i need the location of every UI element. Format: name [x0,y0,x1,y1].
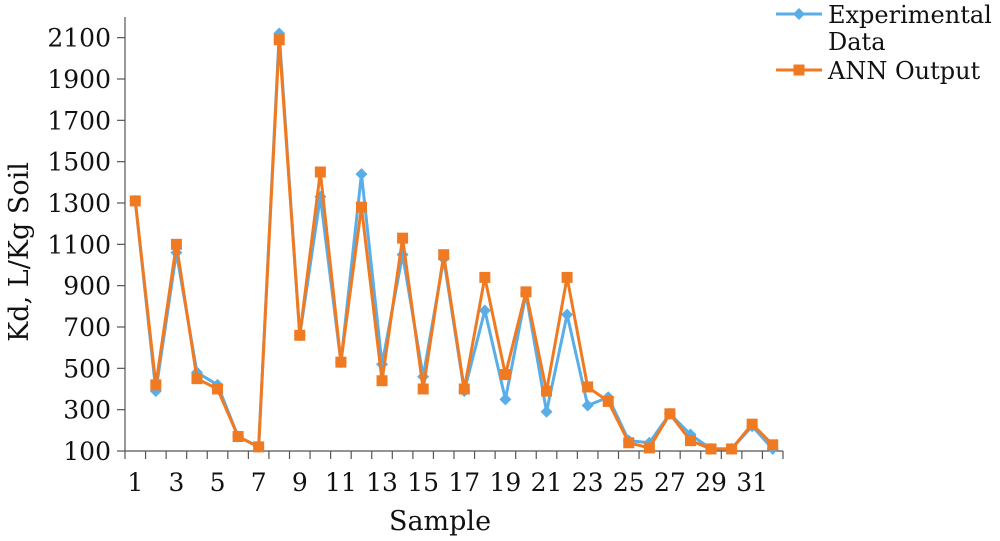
data-point-ann-output [499,369,511,381]
x-tick-label: 3 [168,468,184,497]
x-tick-label: 27 [654,468,686,497]
y-tick-label: 2100 [47,24,111,53]
data-point-ann-output [376,375,388,387]
x-tick-label: 9 [292,468,308,497]
data-point-ann-output [684,435,696,447]
x-tick-label: 19 [490,468,522,497]
data-point-ann-output [767,439,779,451]
data-point-ann-output [170,238,182,250]
data-point-experimental-data [355,168,368,181]
legend-marker-diamond [793,8,805,20]
data-point-ann-output [273,34,285,46]
series-line-ann-output [133,38,774,451]
data-point-ann-output [479,271,491,283]
data-point-ann-output [582,381,594,393]
data-point-ann-output [602,395,614,407]
y-ticks: 100 300 500 700 900 1100 1300 1500 1700 1900 2100 [47,24,125,466]
data-point-experimental-data [478,304,491,317]
data-point-ann-output [253,441,265,453]
x-tick-label: 5 [210,468,226,497]
y-tick-label: 700 [63,313,111,342]
data-point-ann-output [458,383,470,395]
x-tick-label: 23 [572,468,604,497]
x-tick-label: 11 [325,468,357,497]
legend-item-ann-output: ANN Output [776,57,981,85]
data-point-ann-output [335,356,347,368]
x-tick-label: 25 [613,468,645,497]
data-point-ann-output [623,437,635,449]
data-point-experimental-data [561,308,574,321]
x-tick-label: 29 [695,468,727,497]
x-tick-label: 31 [736,468,768,497]
data-point-experimental-data [581,399,594,412]
y-tick-label: 900 [63,272,111,301]
y-tick-label: 1700 [47,106,111,135]
legend-label: Experimental [828,1,992,29]
legend-label: Data [828,28,886,56]
y-axis-title: Kd, L/Kg Soil [4,162,35,342]
data-point-experimental-data [540,405,553,418]
x-axis-title: Sample [389,506,491,537]
data-point-ann-output [212,383,224,395]
data-point-ann-output [746,418,758,430]
data-point-ann-output [520,286,532,298]
series-experimental-data [129,27,779,455]
legend-label: ANN Output [827,57,981,85]
data-point-ann-output [726,443,738,455]
x-tick-label: 7 [251,468,267,497]
x-tick-label: 15 [407,468,439,497]
y-tick-label: 1500 [47,148,111,177]
data-point-ann-output [294,329,306,341]
y-tick-label: 1100 [47,230,111,259]
data-point-ann-output [129,195,141,207]
y-tick-label: 1300 [47,189,111,218]
data-point-ann-output [150,379,162,391]
data-point-ann-output [664,408,676,420]
data-point-ann-output [438,249,450,261]
axes: 100300500700900110013001500170019002100 … [47,17,784,497]
x-ticks: 1 3 5 7 9 11 13 15 17 19 21 23 25 27 29 31 [124,451,784,497]
data-point-ann-output [643,442,655,454]
y-tick-label: 100 [63,437,111,466]
x-tick-label: 13 [366,468,398,497]
data-point-ann-output [314,166,326,178]
data-point-experimental-data [499,393,512,406]
data-point-ann-output [705,443,717,455]
data-point-ann-output [232,431,244,443]
x-tick-label: 17 [448,468,480,497]
legend-marker-square [793,64,805,76]
data-point-ann-output [541,385,553,397]
data-point-ann-output [355,201,367,213]
data-point-ann-output [417,383,429,395]
series-line-experimental-data [133,32,774,451]
data-point-ann-output [561,271,573,283]
y-tick-label: 500 [63,354,111,383]
data-point-ann-output [191,373,203,385]
x-tick-label: 21 [531,468,563,497]
data-point-ann-output [397,232,409,244]
series-ann-output [129,34,779,455]
y-tick-label: 300 [63,396,111,425]
x-tick-label: 1 [127,468,143,497]
y-tick-label: 1900 [47,65,111,94]
series-layer [129,27,779,455]
